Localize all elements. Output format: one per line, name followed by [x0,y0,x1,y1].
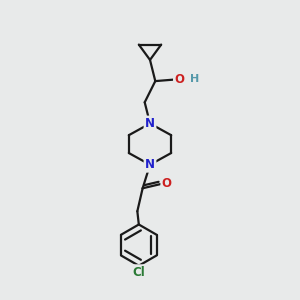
Text: O: O [162,177,172,190]
Text: H: H [190,74,199,84]
Text: O: O [174,73,184,86]
Text: N: N [145,117,155,130]
Text: Cl: Cl [132,266,145,279]
Text: N: N [145,158,155,171]
